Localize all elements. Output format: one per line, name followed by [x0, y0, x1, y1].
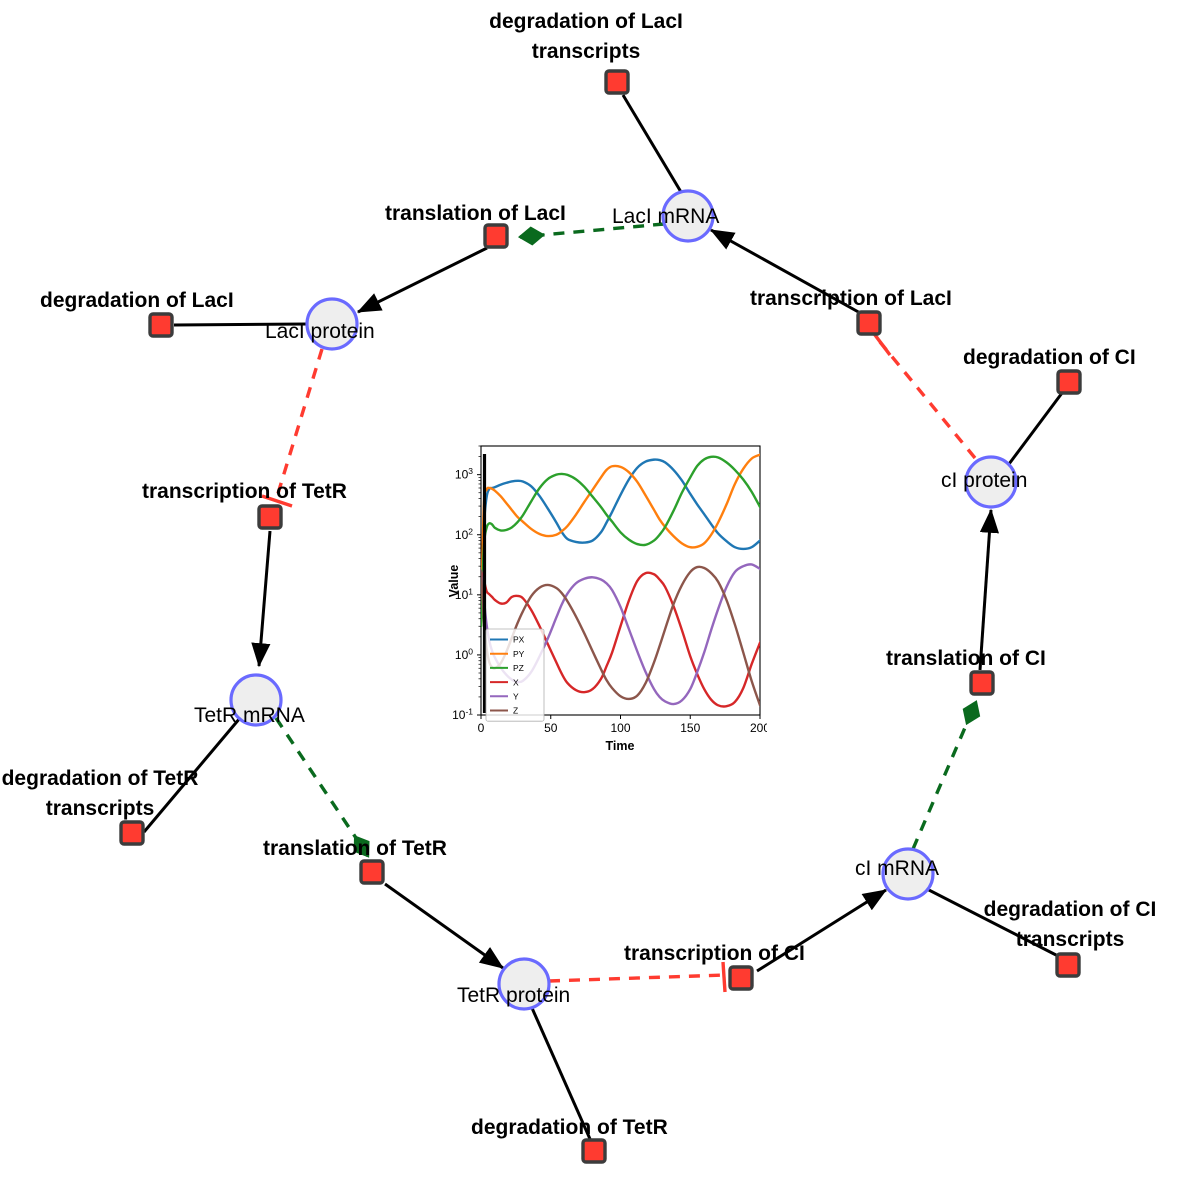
chart-legend-box [485, 628, 545, 722]
reaction-node-group [119, 69, 1082, 1164]
chart-legend-label-pz: PZ [513, 663, 524, 673]
chart-x-axis-ticks: 0 50 100 150 200 [478, 715, 767, 735]
species-label-laci-protein: LacI protein [265, 320, 375, 343]
chart-x-tick-label: 50 [544, 721, 558, 735]
species-node-tetr-protein[interactable] [497, 957, 551, 1011]
chart-y-tick-label: 103 [455, 466, 473, 482]
species-label-group: LacI mRNA LacI protein TetR mRNA TetR pr… [194, 205, 1027, 1007]
edge-laci-mrna-to-degradation [621, 94, 683, 193]
reaction-node-deg-laci[interactable] [148, 312, 174, 338]
reaction-node-translation-ci[interactable] [969, 670, 995, 696]
chart-ylabel: Value [447, 565, 461, 598]
reaction-label-deg-tetr-transcripts-line2: transcripts [46, 797, 155, 820]
reaction-label-deg-tetr: degradation of TetR [471, 1116, 668, 1139]
reaction-label-deg-ci-transcripts-line1: degradation of CI [984, 898, 1157, 921]
species-label-ci-protein: cI protein [941, 469, 1027, 492]
reaction-node-deg-laci-transcripts[interactable] [604, 69, 630, 95]
reaction-label-deg-laci: degradation of LacI [40, 289, 234, 312]
species-node-group [229, 189, 1018, 1011]
chart-series-group [481, 453, 760, 708]
edge-laci-mrna-catalyses-translation [517, 222, 665, 246]
reaction-label-translation-laci: translation of LacI [385, 202, 566, 225]
edge-tetr-mrna-to-degradation [142, 717, 242, 833]
chart-x-tick-label: 150 [680, 721, 700, 735]
edge-tetr-mrna-catalyses-translation [274, 717, 370, 858]
reaction-node-transcription-ci[interactable] [728, 965, 754, 991]
reaction-label-deg-laci-transcripts-line2: transcripts [532, 40, 641, 63]
edge-translation-laci-to-laci-protein [356, 246, 488, 314]
reaction-label-group: degradation of LacI transcripts translat… [2, 10, 1157, 1139]
edge-ci-protein-inhibits-transcription-laci [878, 340, 977, 460]
reaction-label-deg-ci-transcripts-line2: transcripts [1016, 928, 1125, 951]
edge-ci-protein-to-degradation [1007, 392, 1064, 465]
edge-translation-tetr-to-tetr-protein [384, 882, 504, 970]
reaction-label-deg-laci-transcripts-line1: degradation of LacI [489, 10, 683, 33]
timeseries-chart-inset: 10-1 100 101 102 103 0 50 100 150 200 Time Value… [447, 437, 767, 759]
edge-translation-ci-to-ci-protein [978, 508, 1000, 671]
chart-series-py [481, 453, 760, 628]
species-label-tetr-protein: TetR protein [457, 984, 570, 1007]
edge-tetr-protein-to-degradation [530, 1007, 592, 1140]
chart-legend-label-y: Y [513, 692, 519, 702]
species-node-ci-mrna[interactable] [881, 847, 935, 901]
reaction-label-translation-ci: translation of CI [886, 647, 1046, 670]
reaction-label-transcription-tetr: transcription of TetR [142, 480, 347, 503]
edge-ci-mrna-catalyses-translation [911, 700, 981, 850]
chart-x-tick-label: 200 [750, 721, 767, 735]
reaction-label-transcription-laci: transcription of LacI [750, 287, 952, 310]
chart-legend-label-px: PX [513, 635, 525, 645]
chart-x-tick-label: 100 [610, 721, 630, 735]
chart-series-px [481, 458, 760, 628]
reaction-label-deg-ci: degradation of CI [963, 346, 1136, 369]
edge-tetr-protein-inhibits-transcription-ci [548, 973, 727, 983]
reaction-node-transcription-tetr[interactable] [257, 504, 283, 530]
inhibition-bar-tetr [261, 494, 293, 508]
species-label-ci-mrna: cI mRNA [855, 857, 939, 880]
chart-series-pz [481, 455, 760, 628]
species-label-laci-mrna: LacI mRNA [612, 205, 719, 228]
reaction-node-translation-tetr[interactable] [359, 859, 385, 885]
chart-xlabel: Time [606, 739, 635, 753]
edge-laci-protein-inhibits-transcription-tetr [274, 348, 324, 501]
reaction-node-deg-ci[interactable] [1056, 369, 1082, 395]
reaction-node-transcription-laci[interactable] [856, 310, 882, 336]
reaction-node-deg-tetr-transcripts[interactable] [119, 820, 145, 846]
reaction-node-translation-laci[interactable] [483, 223, 509, 249]
chart-legend: PX PY PZ XYZ [485, 628, 545, 722]
species-node-laci-protein[interactable] [305, 297, 359, 351]
chart-legend-label-z: Z [513, 706, 518, 716]
reaction-node-deg-tetr[interactable] [581, 1138, 607, 1164]
edge-laci-protein-to-degradation [173, 322, 309, 327]
chart-legend-label-x: X [513, 677, 519, 687]
reaction-label-deg-tetr-transcripts-line1: degradation of TetR [2, 767, 199, 790]
chart-x-tick-label: 0 [478, 721, 485, 735]
chart-y-tick-label: 10-1 [452, 707, 473, 723]
reaction-label-transcription-ci: transcription of CI [624, 942, 805, 965]
edge-group [142, 94, 1064, 1140]
chart-y-tick-label: 100 [455, 646, 473, 662]
edge-transcription-tetr-to-tetr-mrna [251, 530, 272, 668]
species-node-laci-mrna[interactable] [661, 189, 715, 243]
inhibition-bar-ci [721, 961, 727, 993]
reaction-node-deg-ci-transcripts[interactable] [1055, 952, 1081, 978]
edge-transcription-laci-to-laci-mrna [709, 228, 863, 316]
species-node-ci-protein[interactable] [964, 455, 1018, 509]
edge-transcription-ci-to-ci-mrna [756, 888, 888, 973]
species-node-tetr-mrna[interactable] [229, 673, 283, 727]
chart-y-tick-label: 102 [455, 526, 473, 542]
reaction-label-translation-tetr: translation of TetR [263, 837, 447, 860]
chart-legend-label-py: PY [513, 649, 525, 659]
edge-ci-mrna-to-degradation [924, 886, 1059, 958]
species-label-tetr-mrna: TetR mRNA [194, 704, 305, 727]
